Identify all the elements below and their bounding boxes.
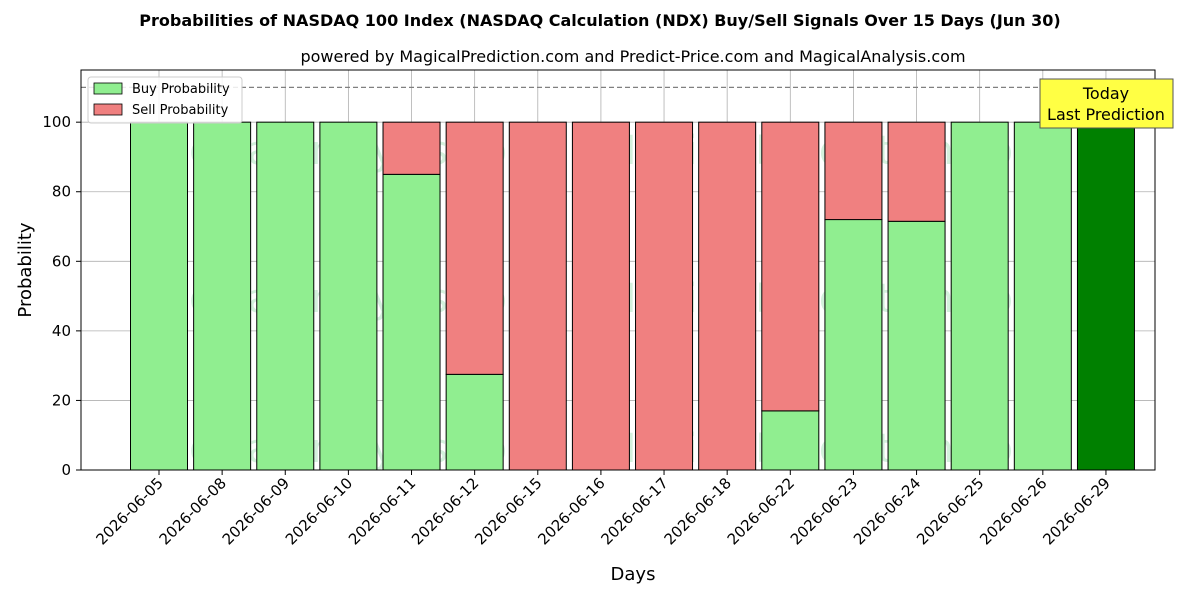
y-tick-label: 80 [52, 183, 71, 201]
x-axis-ticks: 2026-06-052026-06-082026-06-092026-06-10… [92, 470, 1114, 548]
chart-title: Probabilities of NASDAQ 100 Index (NASDA… [139, 11, 1060, 30]
x-axis-label: Days [611, 564, 656, 585]
legend-swatch-sell [93, 103, 123, 116]
annotation-line-1: Today [1082, 84, 1129, 103]
plot-frame [80, 69, 1156, 471]
bar-buy [761, 410, 820, 471]
bar-buy [1013, 121, 1072, 471]
x-tick-label: 2026-06-18 [661, 474, 735, 548]
legend-box [87, 76, 243, 124]
annotation-line-2: Last Prediction [1047, 105, 1165, 124]
y-tick-label: 40 [52, 322, 71, 340]
x-tick-label: 2026-06-10 [282, 474, 356, 548]
x-tick-label: 2026-06-11 [345, 474, 419, 548]
today-annotation: Today Last Prediction [1039, 78, 1174, 129]
bar-buy [319, 121, 378, 471]
bar-buy [887, 220, 946, 471]
x-tick-label: 2026-06-05 [92, 474, 166, 548]
bar-buy [1076, 121, 1135, 471]
bar-sell [887, 121, 946, 222]
bar-buy [193, 121, 252, 471]
bar-sell [698, 121, 757, 471]
x-tick-label: 2026-06-17 [597, 474, 671, 548]
x-tick-label: 2026-06-25 [913, 474, 987, 548]
bar-buy [256, 121, 315, 471]
x-tick-label: 2026-06-29 [1039, 474, 1113, 548]
bar-sell [508, 121, 567, 471]
bar-sell [571, 121, 630, 471]
annotation-box [1039, 78, 1174, 129]
y-tick-label: 60 [52, 252, 71, 270]
y-tick-label: 20 [52, 391, 71, 409]
x-tick-label: 2026-06-23 [787, 474, 861, 548]
bar-buy [950, 121, 1009, 471]
bar-buy [824, 219, 883, 471]
bar-sell [382, 121, 441, 175]
bars [130, 121, 1135, 471]
y-tick-label: 100 [42, 113, 71, 131]
x-tick-label: 2026-06-09 [219, 474, 293, 548]
legend-swatch-buy [93, 82, 123, 95]
legend-label-buy: Buy Probability [132, 82, 230, 97]
legend-label-sell: Sell Probability [132, 103, 229, 118]
bar-buy [445, 373, 504, 471]
bar-sell [635, 121, 694, 471]
y-tick-label: 0 [61, 461, 71, 479]
x-tick-label: 2026-06-12 [408, 474, 482, 548]
y-axis-label: Probability [15, 222, 36, 317]
x-tick-label: 2026-06-22 [724, 474, 798, 548]
bar-buy [382, 173, 441, 471]
x-tick-label: 2026-06-16 [534, 474, 608, 548]
bar-buy [130, 121, 188, 471]
bar-sell [445, 121, 504, 375]
x-tick-label: 2026-06-24 [850, 474, 924, 548]
x-tick-label: 2026-06-08 [156, 474, 230, 548]
chart-subtitle: powered by MagicalPrediction.com and Pre… [300, 47, 965, 66]
y-axis-ticks: 0 20 40 60 80 100 [42, 113, 81, 479]
bar-sell [761, 121, 820, 412]
legend: Buy Probability Sell Probability [87, 76, 243, 124]
x-tick-label: 2026-06-15 [471, 474, 545, 548]
bar-sell [824, 121, 883, 221]
x-tick-label: 2026-06-26 [976, 474, 1050, 548]
